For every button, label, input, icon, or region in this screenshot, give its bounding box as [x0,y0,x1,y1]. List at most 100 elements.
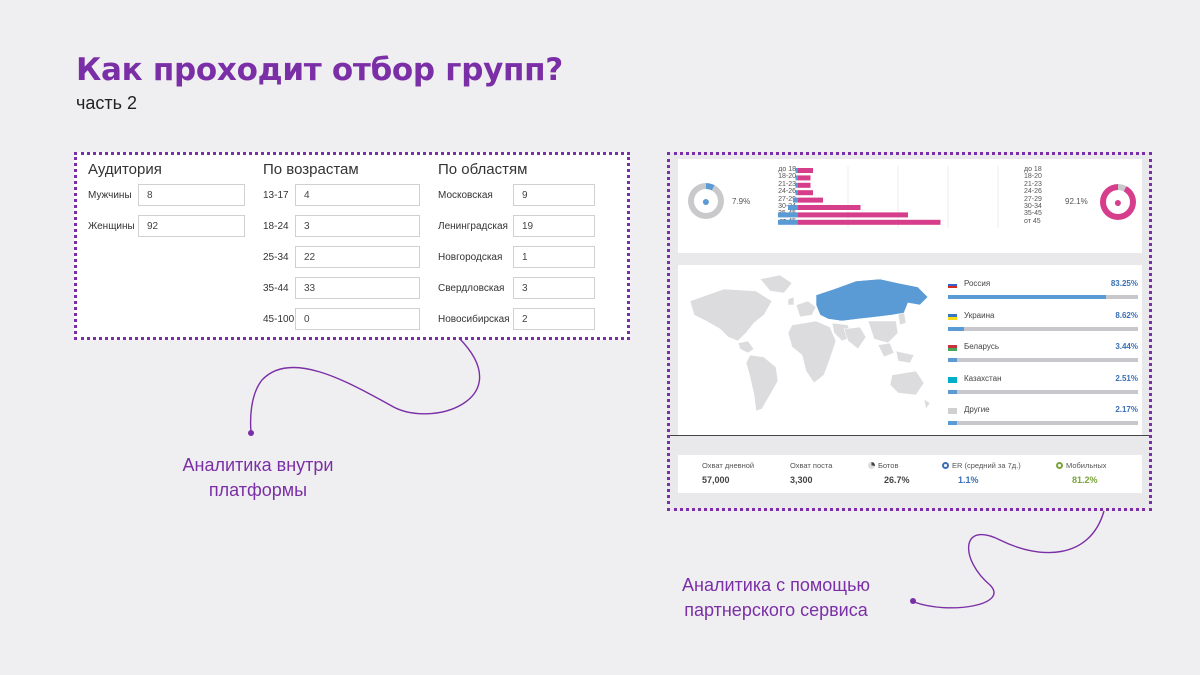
stat-label-text: ER (средний за 7д.) [952,461,1021,470]
age-group-label: 18-20 [778,173,796,181]
stat-label-text: Мобильных [1066,461,1107,470]
age-bar-men [795,182,798,188]
age-group-label: 30-34 [778,203,796,211]
region-input[interactable]: 19 [513,215,595,237]
age-group-label: 21-23 [1024,180,1042,188]
region-label: Ленинградская [438,221,508,232]
age-bar-women [798,182,811,188]
stat-label: ER (средний за 7д.) [942,461,1021,470]
country-pct: 2.51% [1115,373,1138,383]
age-row: 18-24 3 [263,215,420,246]
age-labels-right: до 18 18-20 21-23 24-26 27-29 30-34 35-45 от 45 [1024,166,1054,225]
age-input[interactable]: 4 [295,184,420,206]
age-group-label: 27-29 [1024,195,1042,203]
age-label: 45-100 [263,314,295,325]
stat-block: Охват поста 3,300 [790,461,832,485]
region-label: Новгородская [438,252,503,263]
age-bar-women [798,212,908,218]
region-row: Новгородская 1 [438,246,595,277]
age-input[interactable]: 33 [295,277,420,299]
age-input[interactable]: 22 [295,246,420,268]
stat-value: 3,300 [790,475,813,485]
stat-block: Охват дневной 57,000 [702,461,754,485]
country-pct: 2.17% [1115,405,1138,414]
country-share-bar [948,295,1138,299]
age-bar-women [798,190,813,196]
flag-icon [948,282,957,288]
region-input[interactable]: 1 [513,246,595,268]
ring-icon [1056,462,1063,469]
female-icon: ● [1106,190,1130,214]
women-share-ring: ● [1100,184,1136,220]
regions-column: По областям Московская 9 Ленинградская 19 Но… [438,161,595,339]
audience-label: Мужчины [88,190,132,201]
age-row: 25-34 22 [263,246,420,277]
page-subtitle: часть 2 [76,93,138,113]
country-share-fill [948,389,957,394]
age-label: 13-17 [263,190,289,201]
country-share-fill [948,295,1107,299]
age-group-label: 24-26 [1024,188,1042,196]
region-row: Московская 9 [438,184,595,215]
stat-label: Охват поста [790,461,832,470]
stat-label-text: Ботов [878,461,899,470]
stat-block: ER (средний за 7д.) 1.1% [942,461,1021,485]
ages-header: По возрастам [263,161,359,178]
region-label: Московская [438,190,493,201]
age-row: 45-100 0 [263,308,420,339]
age-row: 13-17 4 [263,184,420,215]
world-map [689,274,931,412]
age-input[interactable]: 0 [295,308,420,330]
audience-input[interactable]: 92 [138,215,245,237]
region-label: Новосибирская [438,314,510,325]
country-row: Другие 2.17% [948,405,1138,431]
age-bar-women [798,168,813,173]
country-name: Украина [964,310,995,320]
age-bar-men [788,205,798,210]
region-row: Свердловская 3 [438,277,595,308]
region-row: Новосибирская 2 [438,308,595,339]
ring-icon [942,462,949,469]
pie-icon [868,462,875,469]
age-bar-men [795,190,798,196]
flag-icon [948,313,957,320]
age-bar-men [778,219,798,225]
age-bar-women [798,175,811,181]
age-input[interactable]: 3 [295,215,420,237]
platform-analytics-panel: Аудитория Мужчины 8 Женщины 92 По возрастам… [74,152,630,340]
flag-icon [948,376,957,383]
audience-label: Женщины [88,221,135,232]
region-label: Свердловская [438,283,505,294]
country-pct: 83.25% [1110,279,1138,288]
age-group-label: 30-34 [1024,203,1042,211]
country-share-bar [948,389,1138,394]
ages-column: По возрастам 13-17 4 18-24 3 25-34 22 35-44 33 4… [263,161,420,339]
region-row: Ленинградская 19 [438,215,595,246]
stat-label: Ботов [868,461,910,470]
page-title: Как проходит отбор групп? [76,52,563,88]
flag-icon [948,408,957,414]
age-bar-women [798,219,941,225]
country-name: Беларусь [964,342,999,351]
audience-input[interactable]: 8 [138,184,245,206]
country-pct: 8.62% [1115,310,1138,320]
region-input[interactable]: 2 [513,308,595,330]
region-input[interactable]: 3 [513,277,595,299]
age-bar-men [795,168,798,173]
age-group-label: до 18 [1024,166,1042,173]
age-label: 25-34 [263,252,289,263]
country-share-bar [948,326,1138,331]
age-group-label: 18-20 [1024,173,1042,181]
partner-analytics-panel: ● 7.9% до 1818-2021-2324-2627-2930-3435-… [667,152,1152,511]
age-bar-men [795,175,798,181]
flag-icon [948,345,957,351]
region-input[interactable]: 9 [513,184,595,206]
country-name: Другие [964,405,990,414]
men-pct: 7.9% [732,197,751,206]
stat-block: Ботов 26.7% [868,461,910,485]
age-group-label: 35-45 [1024,210,1042,218]
stat-value: 26.7% [884,475,910,485]
country-share-fill [948,421,957,425]
age-row: 35-44 33 [263,277,420,308]
regions-header: По областям [438,161,528,178]
